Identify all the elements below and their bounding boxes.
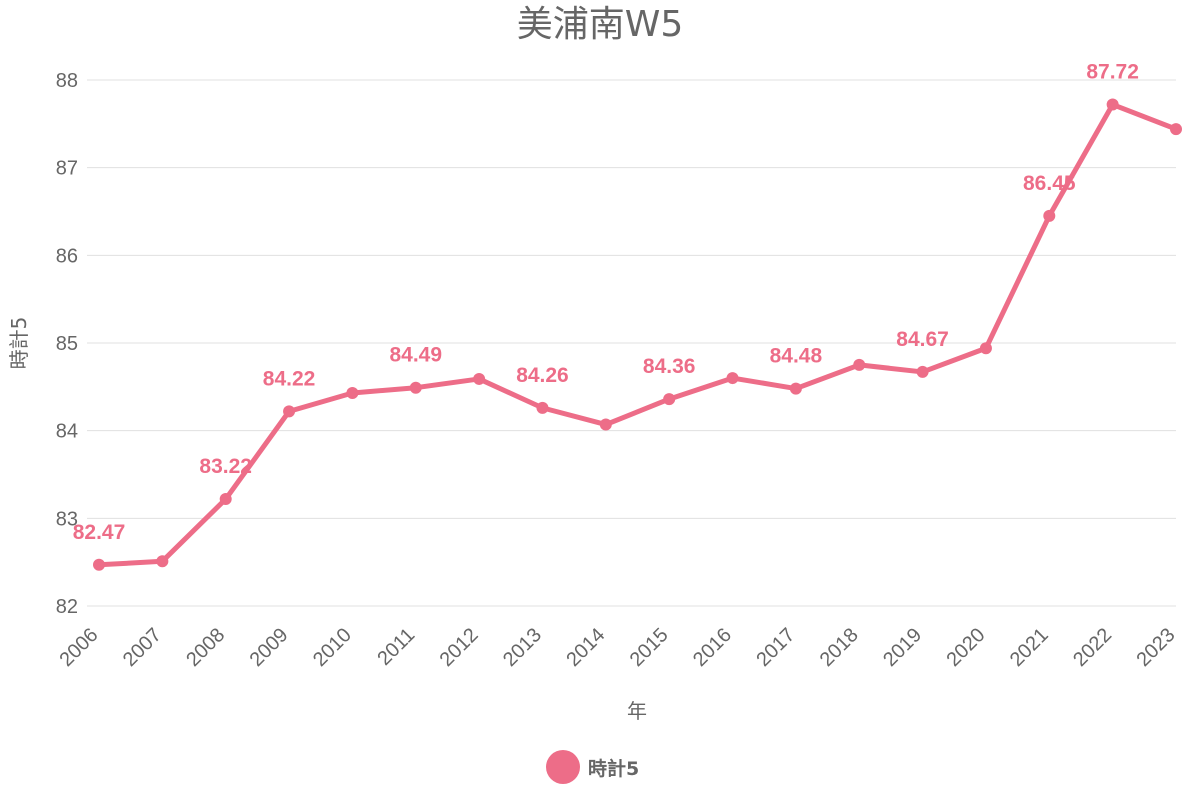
data-point[interactable] <box>726 372 739 385</box>
data-point[interactable] <box>853 358 866 371</box>
x-tick-label: 2009 <box>246 624 293 671</box>
x-tick-label: 2006 <box>56 624 103 671</box>
y-tick-label: 84 <box>56 421 78 443</box>
data-label: 84.49 <box>389 344 442 367</box>
data-label: 86.45 <box>1023 172 1076 195</box>
y-axis-title: 時計5 <box>7 317 31 370</box>
data-point[interactable] <box>1043 209 1056 222</box>
x-tick-label: 2010 <box>309 624 356 671</box>
grid-lines <box>87 79 1176 607</box>
data-labels: 82.47 83.22 84.22 84.49 84.26 84.36 84.48 84.67… <box>73 61 1139 544</box>
y-tick-label: 82 <box>56 596 78 618</box>
x-tick-label: 2023 <box>1133 624 1180 671</box>
data-point[interactable] <box>979 342 992 355</box>
x-tick-label: 2014 <box>562 624 609 671</box>
legend-label: 時計5 <box>588 757 639 780</box>
data-point[interactable] <box>916 365 929 378</box>
data-point[interactable] <box>789 382 802 395</box>
x-tick-label: 2021 <box>1006 624 1053 671</box>
x-tick-label: 2013 <box>499 624 546 671</box>
x-tick-label: 2018 <box>816 624 863 671</box>
data-label: 84.22 <box>263 367 316 390</box>
data-point[interactable] <box>1170 123 1182 136</box>
data-point[interactable] <box>219 493 232 506</box>
data-point[interactable] <box>283 405 296 418</box>
y-tick-label: 85 <box>56 333 78 355</box>
data-label: 84.67 <box>896 328 949 351</box>
x-tick-label: 2015 <box>626 624 673 671</box>
data-label: 84.36 <box>643 355 696 378</box>
legend-swatch-icon <box>546 750 580 784</box>
chart-title: 美浦南W5 <box>517 4 684 45</box>
y-tick-label: 87 <box>56 158 78 180</box>
y-tick-label: 88 <box>56 70 78 92</box>
x-tick-label: 2022 <box>1069 624 1116 671</box>
data-label: 87.72 <box>1086 61 1139 84</box>
data-point[interactable] <box>346 386 359 399</box>
x-tick-label: 2011 <box>373 624 419 670</box>
x-tick-label: 2012 <box>436 624 483 671</box>
data-point[interactable] <box>536 401 549 414</box>
data-label: 82.47 <box>73 521 126 544</box>
data-label: 84.26 <box>516 364 569 387</box>
x-axis-ticks: 2006 2007 2008 2009 2010 2011 2012 2013 2014 2015… <box>56 624 1180 671</box>
data-point[interactable] <box>599 418 612 431</box>
x-tick-label: 2008 <box>182 624 229 671</box>
y-axis-ticks: 82 83 84 85 86 87 88 <box>56 70 78 618</box>
x-tick-label: 2016 <box>689 624 736 671</box>
series-line <box>96 102 1179 568</box>
x-axis-title: 年 <box>627 699 647 723</box>
x-tick-label: 2007 <box>119 624 166 671</box>
x-tick-label: 2020 <box>942 624 989 671</box>
x-tick-label: 2019 <box>879 624 926 671</box>
data-point[interactable] <box>663 393 676 406</box>
data-point[interactable] <box>156 555 169 568</box>
y-tick-label: 83 <box>56 508 78 530</box>
legend[interactable]: 時計5 <box>546 750 639 784</box>
data-point[interactable] <box>409 381 422 394</box>
data-label: 84.48 <box>770 345 823 368</box>
y-tick-label: 86 <box>56 245 78 267</box>
data-point[interactable] <box>473 372 486 385</box>
x-tick-label: 2017 <box>752 624 799 671</box>
data-point[interactable] <box>93 558 105 571</box>
data-point[interactable] <box>1106 98 1119 111</box>
data-label: 83.22 <box>199 455 252 478</box>
series-group <box>93 98 1182 571</box>
